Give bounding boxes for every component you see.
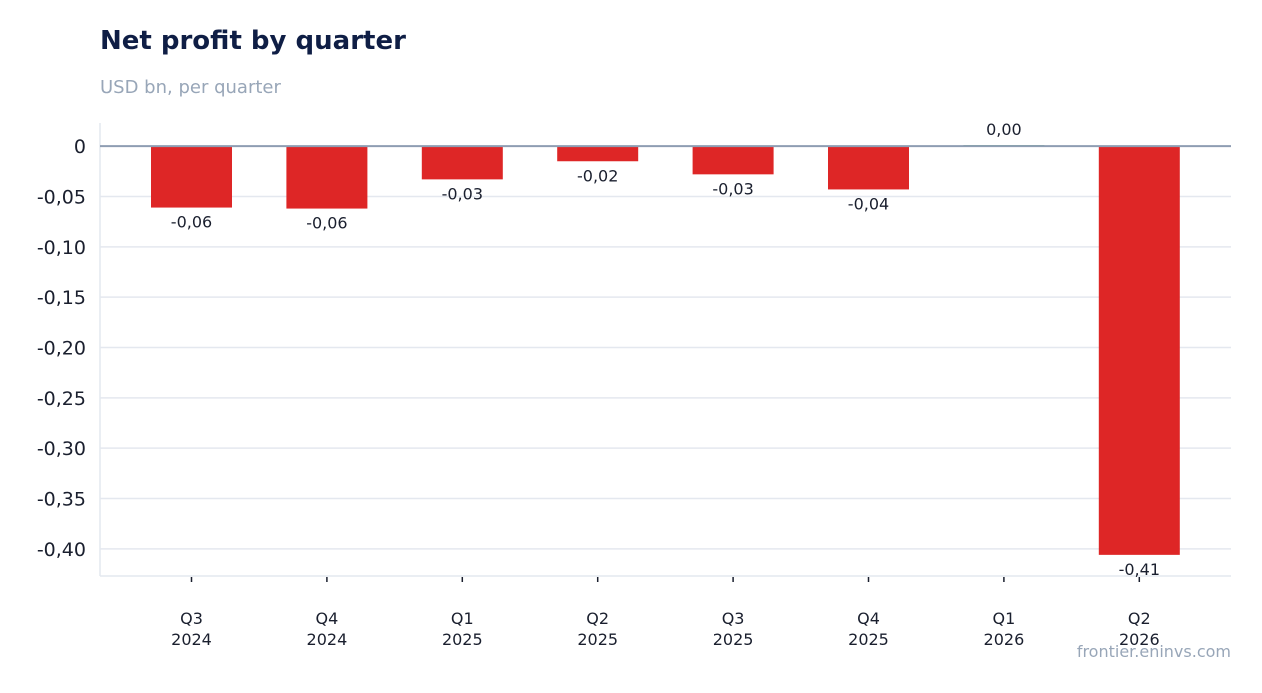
x-tick-label: Q2 <box>586 609 609 628</box>
y-tick-label: -0,40 <box>37 539 86 561</box>
x-tick-label-year: 2025 <box>442 630 483 649</box>
x-tick-label-year: 2026 <box>1119 630 1160 649</box>
x-tick-label: Q3 <box>722 609 745 628</box>
x-tick-label-year: 2025 <box>577 630 618 649</box>
bar <box>286 146 368 209</box>
x-tick-label: Q4 <box>857 609 880 628</box>
data-label: -0,06 <box>171 213 212 232</box>
bar <box>421 146 503 180</box>
y-tick-label: -0,30 <box>37 438 86 460</box>
bar <box>151 146 232 208</box>
x-tick-label: Q1 <box>451 609 474 628</box>
x-tick-label-year: 2025 <box>848 630 889 649</box>
x-tick-label: Q4 <box>316 609 339 628</box>
x-tick-label-year: 2024 <box>171 630 212 649</box>
bar <box>828 146 909 190</box>
data-label: 0,00 <box>986 120 1022 139</box>
bar <box>557 146 639 162</box>
chart-title: Net profit by quarter <box>100 26 406 56</box>
data-label: -0,04 <box>848 194 889 213</box>
x-tick-label-year: 2024 <box>307 630 348 649</box>
y-tick-label: -0,25 <box>37 388 86 410</box>
y-tick-label: -0,35 <box>37 488 86 510</box>
x-tick-label-year: 2025 <box>713 630 754 649</box>
x-tick-label-year: 2026 <box>984 630 1025 649</box>
bar <box>1098 146 1180 555</box>
bar <box>692 146 774 175</box>
data-label: -0,03 <box>442 184 483 203</box>
x-tick-label: Q1 <box>993 609 1016 628</box>
y-tick-label: 0 <box>74 136 86 158</box>
chart-subtitle: USD bn, per quarter <box>100 77 281 98</box>
x-tick-label: Q3 <box>180 609 203 628</box>
y-tick-label: -0,15 <box>37 287 86 309</box>
data-label: -0,06 <box>306 214 347 233</box>
x-tick-label: Q2 <box>1128 609 1151 628</box>
data-label: -0,41 <box>1119 560 1160 579</box>
source-watermark: frontier.eninvs.com <box>1076 642 1231 661</box>
y-tick-label: -0,20 <box>37 337 86 359</box>
data-label: -0,02 <box>577 166 618 185</box>
y-tick-label: -0,10 <box>37 237 86 259</box>
data-label: -0,03 <box>712 179 753 198</box>
y-tick-label: -0,05 <box>37 186 86 208</box>
